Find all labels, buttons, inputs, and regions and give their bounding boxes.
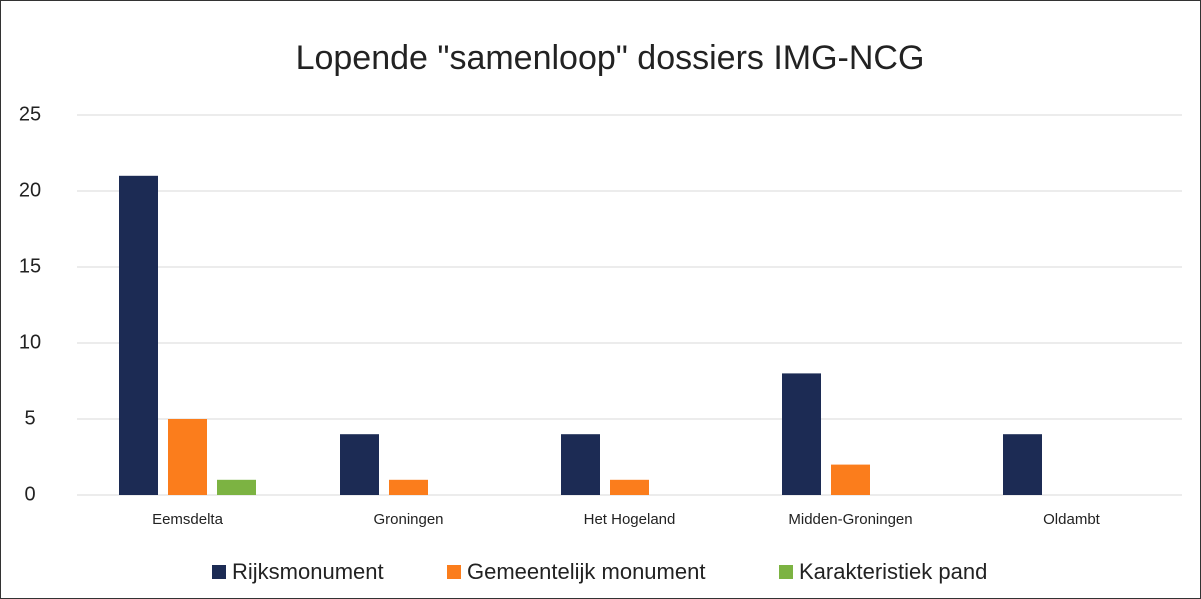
chart-title: Lopende "samenloop" dossiers IMG-NCG <box>296 39 925 77</box>
bar <box>119 175 158 496</box>
bar <box>217 479 256 495</box>
bar <box>610 479 649 495</box>
bar <box>1003 434 1042 495</box>
x-tick-label: Het Hogeland <box>584 511 676 528</box>
legend-swatch <box>212 565 226 579</box>
x-tick-label: Eemsdelta <box>152 511 224 528</box>
bar <box>340 434 379 495</box>
y-tick-label: 20 <box>19 179 41 201</box>
x-tick-label: Oldambt <box>1043 511 1101 528</box>
y-tick-label: 10 <box>19 331 41 353</box>
bar <box>831 464 870 495</box>
y-tick-label: 25 <box>19 103 41 125</box>
y-tick-label: 5 <box>24 407 35 429</box>
y-tick-label: 15 <box>19 255 41 277</box>
bar <box>561 434 600 495</box>
legend-label: Karakteristiek pand <box>799 559 987 584</box>
x-tick-label: Groningen <box>373 511 443 528</box>
x-tick-label: Midden-Groningen <box>788 511 912 528</box>
bar <box>168 419 207 495</box>
bar <box>782 373 821 495</box>
legend-swatch <box>779 565 793 579</box>
legend-label: Rijksmonument <box>232 559 384 584</box>
legend-label: Gemeentelijk monument <box>467 559 705 584</box>
bar <box>389 479 428 495</box>
legend-swatch <box>447 565 461 579</box>
y-tick-label: 0 <box>24 483 35 505</box>
